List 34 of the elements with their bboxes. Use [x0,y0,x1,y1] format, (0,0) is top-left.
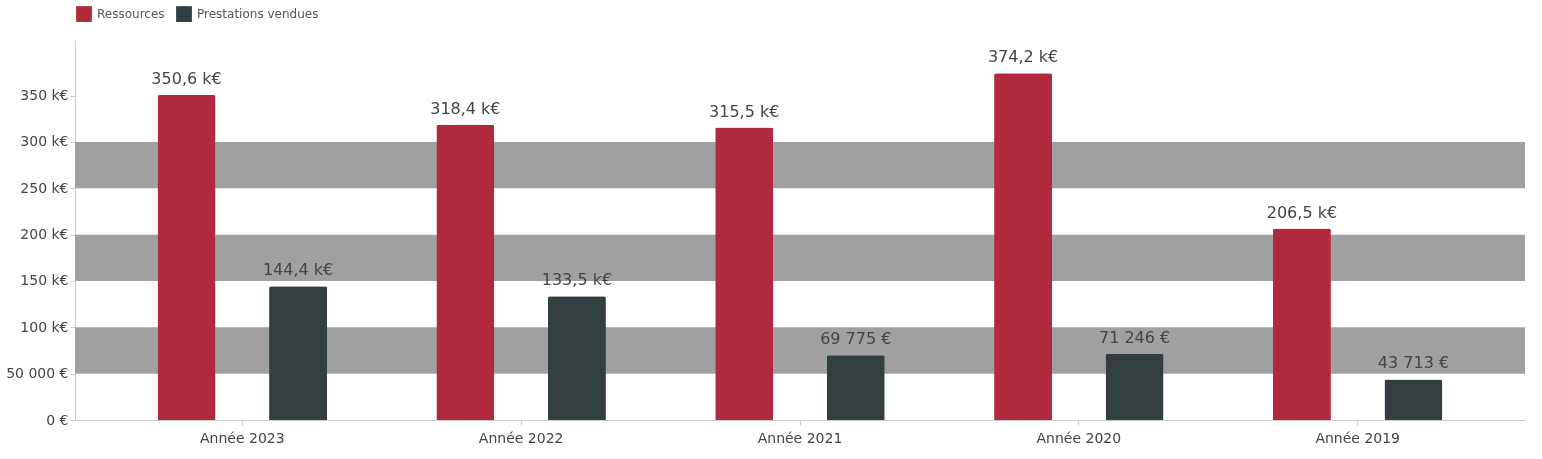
bar [1272,228,1331,420]
data-label: 69 775 € [820,329,892,349]
data-label: 374,2 k€ [987,47,1059,67]
bar [1105,353,1164,420]
legend-label: Ressources [97,7,165,22]
y-tick-label: 50 000 € [6,365,69,382]
legend-label: Prestations vendues [197,7,319,22]
bar [826,355,885,420]
x-tick-label: Année 2021 [757,429,843,446]
data-label: 206,5 k€ [1266,202,1338,222]
data-label: 318,4 k€ [430,98,501,118]
data-label: 315,5 k€ [709,101,780,121]
y-tick-label: 250 k€ [20,179,69,196]
y-tick-label: 100 k€ [20,318,69,335]
y-tick-label: 0 € [46,411,69,428]
y-tick-label: 150 k€ [20,272,69,289]
data-label: 71 246 € [1098,327,1171,347]
x-tick-label: Année 2022 [478,429,564,446]
bar [547,296,606,420]
bar [157,95,216,420]
bar [1384,379,1443,420]
y-tick-label: 200 k€ [20,226,69,243]
bar [994,73,1053,420]
x-tick-label: Année 2019 [1315,429,1401,446]
y-tick-label: 350 k€ [20,87,69,104]
x-tick-label: Année 2020 [1036,429,1122,446]
data-label: 43 713 € [1377,353,1450,373]
bar [269,286,328,420]
bar [715,127,774,420]
data-label: 350,6 k€ [151,69,222,89]
y-tick-label: 300 k€ [20,133,69,150]
bar [436,124,495,420]
x-tick-label: Année 2023 [199,429,285,446]
data-label: 144,4 k€ [262,260,334,280]
